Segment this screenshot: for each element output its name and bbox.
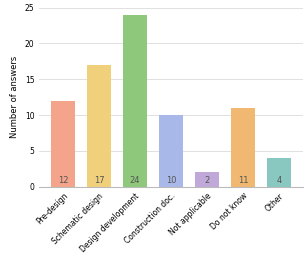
Text: 2: 2 [204, 176, 210, 185]
Bar [51, 101, 75, 187]
Y-axis label: Number of answers: Number of answers [10, 56, 19, 138]
Text: 17: 17 [94, 176, 104, 185]
Bar [123, 15, 147, 187]
Text: 4: 4 [277, 176, 282, 185]
Bar [267, 158, 291, 187]
Bar [195, 172, 219, 187]
Text: 24: 24 [130, 176, 140, 185]
Text: 11: 11 [238, 176, 248, 185]
Bar [159, 115, 183, 187]
Text: 10: 10 [166, 176, 176, 185]
Bar [231, 108, 255, 187]
Text: 12: 12 [58, 176, 68, 185]
Bar [87, 65, 111, 187]
